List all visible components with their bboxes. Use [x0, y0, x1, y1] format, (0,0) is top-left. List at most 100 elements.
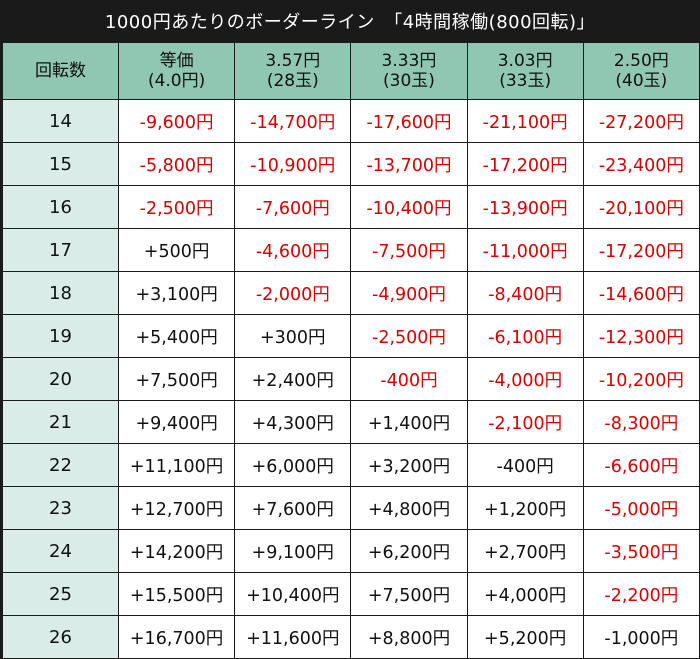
table-header: 回転数 等価 (4.0円) 3.57円 (28玉) 3.33円 (30玉) 3.03円…: [2, 42, 700, 100]
table-row: 19 +5,400円 +300円 -2,500円 -6,100円 -12,300…: [2, 314, 700, 358]
value-cell: +4,800円: [350, 486, 468, 530]
value-cell: -10,400円: [350, 185, 468, 229]
value-cell: +1,200円: [466, 486, 584, 530]
value-cell: -21,100円: [466, 99, 584, 143]
value-cell: -6,600円: [582, 443, 700, 487]
header-line1: 3.33円: [381, 51, 437, 71]
header-line2: (30玉): [383, 71, 435, 91]
table-row: 20 +7,500円 +2,400円 -400円 -4,000円 -10,200…: [2, 357, 700, 401]
value-cell: -11,000円: [466, 228, 584, 272]
value-cell: +8,800円: [350, 615, 468, 659]
header-spins-label: 回転数: [35, 61, 86, 81]
header-rate-3-03: 3.03円 (33玉): [466, 42, 584, 100]
value-cell: +6,200円: [350, 529, 468, 573]
table-row: 26 +16,700円 +11,600円 +8,800円 +5,200円 -1,…: [2, 615, 700, 659]
value-cell: -400円: [466, 443, 584, 487]
value-cell: -20,100円: [582, 185, 700, 229]
value-cell: +7,500円: [350, 572, 468, 616]
value-cell: -13,900円: [466, 185, 584, 229]
value-cell: +2,700円: [466, 529, 584, 573]
spins-cell: 26: [2, 615, 119, 659]
value-cell: -2,000円: [234, 271, 352, 315]
value-cell: +1,400円: [350, 400, 468, 444]
table-row: 17 +500円 -4,600円 -7,500円 -11,000円 -17,20…: [2, 228, 700, 272]
table-body: 14 -9,600円 -14,700円 -17,600円 -21,100円 -2…: [2, 99, 700, 659]
spins-cell: 19: [2, 314, 119, 358]
header-rate-2-50: 2.50円 (40玉): [582, 42, 700, 100]
table-row: 16 -2,500円 -7,600円 -10,400円 -13,900円 -20…: [2, 185, 700, 229]
table-row: 14 -9,600円 -14,700円 -17,600円 -21,100円 -2…: [2, 99, 700, 143]
header-line2: (40玉): [615, 71, 668, 91]
value-cell: +9,100円: [234, 529, 352, 573]
value-cell: -7,600円: [234, 185, 352, 229]
value-cell: +2,400円: [234, 357, 352, 401]
header-line2: (28玉): [266, 71, 319, 91]
header-line1: 2.50円: [613, 51, 669, 71]
spins-cell: 24: [2, 529, 119, 573]
value-cell: +7,600円: [234, 486, 352, 530]
value-cell: -2,500円: [117, 185, 236, 229]
header-line1: 3.03円: [497, 51, 553, 71]
value-cell: -4,600円: [234, 228, 352, 272]
header-rate-4-0: 等価 (4.0円): [117, 42, 236, 100]
header-row: 回転数 等価 (4.0円) 3.57円 (28玉) 3.33円 (30玉) 3.03円…: [2, 42, 700, 100]
value-cell: +11,100円: [117, 443, 236, 487]
table-row: 15 -5,800円 -10,900円 -13,700円 -17,200円 -2…: [2, 142, 700, 186]
value-cell: -23,400円: [582, 142, 700, 186]
value-cell: -17,200円: [466, 142, 584, 186]
value-cell: -17,600円: [350, 99, 468, 143]
value-cell: +11,600円: [234, 615, 352, 659]
value-cell: -5,800円: [117, 142, 236, 186]
table-row: 18 +3,100円 -2,000円 -4,900円 -8,400円 -14,6…: [2, 271, 700, 315]
value-cell: -3,500円: [582, 529, 700, 573]
value-cell: -5,000円: [582, 486, 700, 530]
header-rate-3-57: 3.57円 (28玉): [234, 42, 352, 100]
value-cell: -14,700円: [234, 99, 352, 143]
table-row: 22 +11,100円 +6,000円 +3,200円 -400円 -6,600…: [2, 443, 700, 487]
value-cell: +16,700円: [117, 615, 236, 659]
value-cell: -14,600円: [582, 271, 700, 315]
value-cell: -8,300円: [582, 400, 700, 444]
table-row: 21 +9,400円 +4,300円 +1,400円 -2,100円 -8,30…: [2, 400, 700, 444]
value-cell: +300円: [234, 314, 352, 358]
spins-cell: 17: [2, 228, 119, 272]
value-cell: -2,200円: [582, 572, 700, 616]
value-cell: +4,300円: [234, 400, 352, 444]
value-cell: -17,200円: [582, 228, 700, 272]
value-cell: -12,300円: [582, 314, 700, 358]
header-line2: (33玉): [499, 71, 552, 91]
table-title: 1000円あたりのボーダーライン 「4時間稼働(800回転)」: [104, 12, 596, 33]
spins-cell: 16: [2, 185, 119, 229]
value-cell: +12,700円: [117, 486, 236, 530]
value-cell: +5,400円: [117, 314, 236, 358]
value-cell: +5,200円: [466, 615, 584, 659]
spins-cell: 18: [2, 271, 119, 315]
spins-cell: 14: [2, 99, 119, 143]
table-row: 23 +12,700円 +7,600円 +4,800円 +1,200円 -5,0…: [2, 486, 700, 530]
value-cell: -4,900円: [350, 271, 468, 315]
value-cell: +15,500円: [117, 572, 236, 616]
header-line2: (4.0円): [147, 71, 206, 91]
header-line1: 3.57円: [265, 51, 321, 71]
value-cell: +3,200円: [350, 443, 468, 487]
value-cell: -400円: [350, 357, 468, 401]
border-line-table: 回転数 等価 (4.0円) 3.57円 (28玉) 3.33円 (30玉) 3.03円…: [2, 42, 700, 659]
value-cell: -8,400円: [466, 271, 584, 315]
value-cell: +7,500円: [117, 357, 236, 401]
value-cell: -27,200円: [582, 99, 700, 143]
table-row: 24 +14,200円 +9,100円 +6,200円 +2,700円 -3,5…: [2, 529, 700, 573]
value-cell: -2,500円: [350, 314, 468, 358]
header-spins: 回転数: [2, 42, 119, 100]
spins-cell: 25: [2, 572, 119, 616]
value-cell: -13,700円: [350, 142, 468, 186]
spins-cell: 21: [2, 400, 119, 444]
value-cell: -10,200円: [582, 357, 700, 401]
value-cell: -4,000円: [466, 357, 584, 401]
value-cell: +10,400円: [234, 572, 352, 616]
spins-cell: 23: [2, 486, 119, 530]
value-cell: -10,900円: [234, 142, 352, 186]
value-cell: -7,500円: [350, 228, 468, 272]
header-rate-3-33: 3.33円 (30玉): [350, 42, 468, 100]
value-cell: -6,100円: [466, 314, 584, 358]
value-cell: -2,100円: [466, 400, 584, 444]
